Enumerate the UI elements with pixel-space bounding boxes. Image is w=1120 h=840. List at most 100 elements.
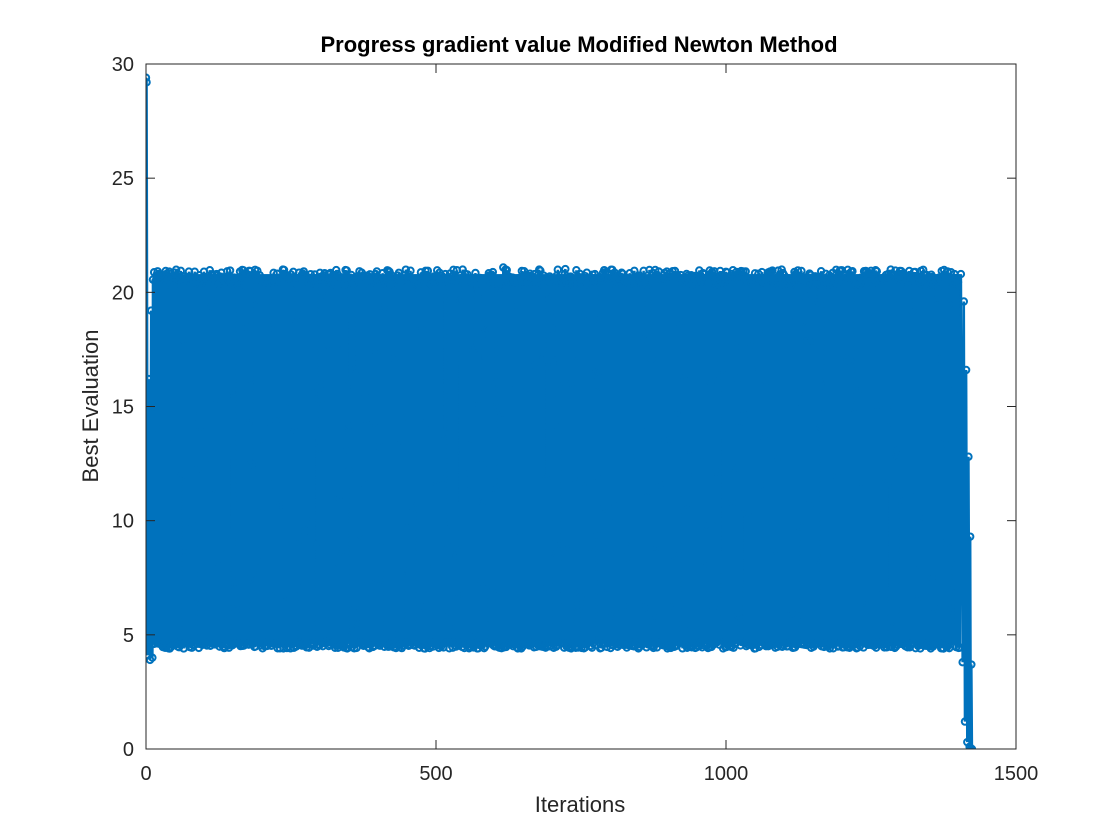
data-point-marker	[644, 488, 653, 497]
data-point-marker	[481, 353, 491, 362]
data-point-marker	[706, 377, 715, 386]
data-point-marker	[449, 265, 458, 275]
data-point-marker	[912, 594, 922, 604]
data-point-marker	[332, 265, 341, 275]
data-point-marker	[551, 422, 560, 431]
x-tick-label: 1500	[994, 763, 1039, 785]
data-point-marker	[249, 460, 259, 470]
ticks: 0 500 1000 1500 0 5 10 15 20 25 30	[112, 54, 1039, 785]
data-point-marker	[392, 439, 401, 448]
data-point-marker	[663, 277, 673, 286]
data-point-marker	[695, 456, 705, 466]
data-point-marker	[266, 589, 275, 599]
data-point-marker	[745, 510, 754, 520]
data-point-marker	[932, 295, 942, 304]
data-point-marker	[489, 380, 499, 389]
data-point-marker	[706, 519, 716, 529]
y-tick-label: 15	[112, 397, 134, 419]
data-point-marker	[640, 334, 649, 343]
data-point-marker	[594, 367, 603, 376]
data-point-marker	[728, 498, 737, 507]
data-point-marker	[671, 408, 681, 417]
data-point-marker	[254, 558, 263, 567]
data-point-marker	[285, 403, 294, 413]
data-point-marker	[761, 277, 770, 287]
data-point-marker	[390, 354, 399, 363]
data-point-marker	[550, 358, 560, 368]
data-point-marker	[296, 537, 305, 547]
data-point-marker	[178, 337, 187, 346]
data-point-marker	[345, 420, 354, 429]
data-point-marker	[488, 437, 497, 446]
data-point-marker	[451, 276, 460, 285]
data-point-marker	[751, 303, 761, 312]
data-point-marker	[800, 291, 810, 301]
data-point-marker	[467, 278, 477, 288]
data-point-marker	[334, 492, 343, 502]
data-point-marker	[441, 269, 450, 279]
data-point-marker	[848, 267, 857, 276]
data-point-marker	[570, 587, 579, 596]
data-point-marker	[218, 611, 227, 621]
data-point-marker	[461, 484, 471, 494]
data-point-marker	[882, 643, 891, 652]
data-point-marker	[431, 477, 440, 486]
data-point-marker	[907, 488, 916, 497]
data-point-marker	[733, 374, 742, 383]
data-point-marker	[156, 583, 165, 593]
data-point-marker	[794, 610, 803, 620]
data-point-marker	[293, 281, 303, 290]
data-point-marker	[349, 279, 358, 288]
data-point-marker	[557, 331, 567, 340]
data-point-marker	[961, 365, 971, 375]
data-point-marker	[332, 340, 342, 349]
data-point-marker	[206, 485, 216, 495]
data-point-marker	[573, 280, 582, 290]
data-point-marker	[406, 266, 415, 275]
data-point-marker	[664, 436, 674, 446]
data-point-marker	[369, 418, 379, 427]
data-point-marker	[793, 266, 803, 275]
data-point-marker	[207, 301, 216, 311]
data-point-marker	[953, 277, 963, 287]
data-point-marker	[193, 464, 202, 474]
data-point-marker	[553, 265, 562, 274]
data-point-marker	[554, 589, 564, 599]
data-point-marker	[739, 410, 749, 420]
data-point-marker	[163, 280, 173, 289]
data-point-marker	[148, 653, 157, 662]
data-point-marker	[820, 381, 829, 391]
data-point-marker	[964, 452, 973, 461]
data-point-marker	[626, 537, 636, 547]
data-point-marker	[561, 264, 570, 274]
data-point-marker	[667, 601, 676, 610]
data-point-marker	[442, 613, 452, 622]
data-point-marker	[421, 418, 431, 428]
data-point-marker	[856, 477, 866, 486]
data-point-marker	[832, 472, 841, 481]
data-point-marker	[488, 267, 498, 277]
data-point-marker	[704, 279, 713, 288]
data-point-marker	[518, 276, 528, 286]
data-point-marker	[366, 587, 376, 597]
data-point-marker	[323, 342, 332, 351]
data-point-marker	[943, 267, 952, 276]
data-point-marker	[714, 376, 723, 386]
data-point-marker	[914, 513, 924, 523]
data-point-marker	[506, 378, 516, 387]
data-point-marker	[711, 467, 721, 477]
data-point-marker	[949, 584, 959, 594]
data-point-marker	[729, 464, 739, 473]
data-point-marker	[237, 388, 246, 397]
data-point-marker	[497, 410, 507, 419]
data-point-marker	[379, 303, 388, 312]
data-point-marker	[377, 308, 387, 317]
data-point-marker	[684, 500, 693, 509]
data-point-marker	[212, 269, 221, 279]
data-point-marker	[346, 625, 355, 635]
data-point-marker	[463, 270, 472, 279]
data-point-marker	[555, 539, 564, 548]
data-point-marker	[542, 474, 551, 484]
data-point-marker	[684, 451, 694, 460]
data-point-marker	[883, 482, 893, 491]
